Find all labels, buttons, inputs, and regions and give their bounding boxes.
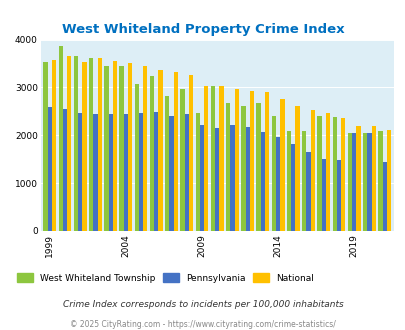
Bar: [149, 76, 154, 231]
Bar: [104, 66, 108, 231]
Bar: [356, 126, 360, 231]
Bar: [377, 130, 382, 231]
Bar: [113, 61, 117, 231]
Bar: [286, 130, 290, 231]
Bar: [351, 133, 356, 231]
Bar: [215, 128, 219, 231]
Text: © 2025 CityRating.com - https://www.cityrating.com/crime-statistics/: © 2025 CityRating.com - https://www.city…: [70, 320, 335, 329]
Bar: [367, 133, 371, 231]
Bar: [340, 117, 345, 231]
Bar: [124, 114, 128, 231]
Bar: [321, 159, 325, 231]
Bar: [226, 103, 230, 231]
Bar: [74, 56, 78, 231]
Bar: [264, 92, 269, 231]
Bar: [108, 114, 113, 231]
Text: Crime Index corresponds to incidents per 100,000 inhabitants: Crime Index corresponds to incidents per…: [62, 300, 343, 309]
Bar: [241, 106, 245, 231]
Bar: [219, 86, 223, 231]
Bar: [67, 56, 71, 231]
Bar: [128, 63, 132, 231]
Text: West Whiteland Property Crime Index: West Whiteland Property Crime Index: [62, 23, 343, 36]
Bar: [260, 132, 264, 231]
Bar: [119, 66, 124, 231]
Bar: [180, 89, 184, 231]
Bar: [295, 106, 299, 231]
Bar: [143, 66, 147, 231]
Bar: [134, 83, 139, 231]
Bar: [63, 109, 67, 231]
Bar: [139, 113, 143, 231]
Bar: [306, 151, 310, 231]
Bar: [82, 62, 86, 231]
Bar: [249, 91, 254, 231]
Bar: [154, 112, 158, 231]
Bar: [245, 127, 249, 231]
Bar: [234, 89, 238, 231]
Bar: [210, 86, 215, 231]
Bar: [169, 116, 173, 231]
Bar: [158, 70, 162, 231]
Bar: [336, 160, 340, 231]
Bar: [382, 162, 386, 231]
Bar: [47, 107, 52, 231]
Bar: [204, 85, 208, 231]
Bar: [165, 96, 169, 231]
Bar: [301, 131, 306, 231]
Bar: [199, 125, 204, 231]
Bar: [317, 116, 321, 231]
Bar: [230, 125, 234, 231]
Bar: [275, 137, 279, 231]
Bar: [78, 113, 82, 231]
Bar: [310, 111, 314, 231]
Bar: [371, 126, 375, 231]
Bar: [256, 103, 260, 231]
Bar: [362, 133, 367, 231]
Bar: [52, 60, 56, 231]
Bar: [290, 144, 295, 231]
Bar: [97, 58, 102, 231]
Bar: [89, 58, 93, 231]
Bar: [93, 114, 97, 231]
Bar: [347, 133, 351, 231]
Bar: [332, 116, 336, 231]
Bar: [58, 46, 63, 231]
Bar: [271, 116, 275, 231]
Bar: [325, 113, 329, 231]
Bar: [43, 62, 47, 231]
Bar: [184, 114, 188, 231]
Bar: [173, 72, 177, 231]
Bar: [386, 130, 390, 231]
Bar: [188, 76, 193, 231]
Bar: [195, 113, 199, 231]
Bar: [279, 99, 284, 231]
Legend: West Whiteland Township, Pennsylvania, National: West Whiteland Township, Pennsylvania, N…: [17, 274, 313, 282]
